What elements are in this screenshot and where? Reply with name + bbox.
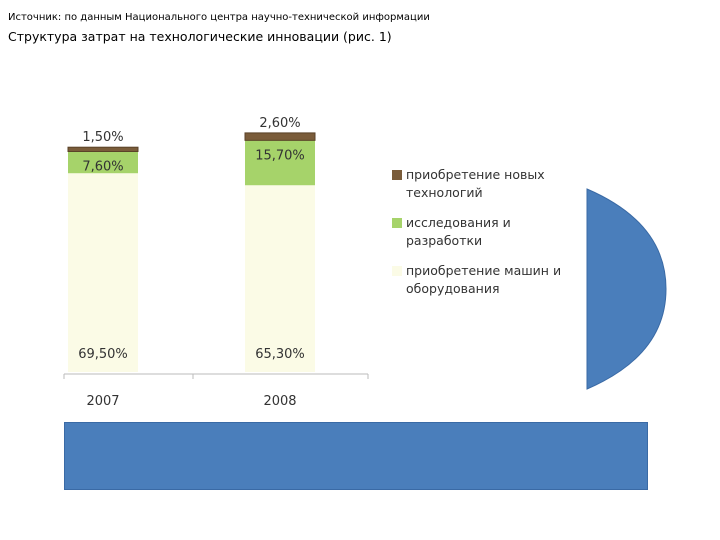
data-label-rnd: 7,60% [82, 159, 123, 174]
source-note: Источник: по данным Национального центра… [8, 12, 430, 23]
data-label-technologies: 2,60% [259, 116, 300, 131]
legend-swatch-equipment [392, 266, 402, 276]
data-label-equipment: 65,30% [255, 347, 305, 362]
legend-label-line: разработки [406, 233, 483, 248]
legend-item-technologies: приобретение новых технологий [392, 166, 582, 202]
bar-segment-technologies [67, 146, 139, 152]
legend-swatch-technologies [392, 170, 402, 180]
data-label-rnd: 15,70% [255, 148, 305, 163]
legend-label-technologies: приобретение новых технологий [406, 166, 545, 202]
legend-label-line: оборудования [406, 281, 500, 296]
x-tick-label: 2008 [263, 394, 296, 409]
data-label-technologies: 1,50% [82, 130, 123, 145]
half-circle-path [586, 188, 667, 390]
bar-segment-equipment [68, 173, 138, 372]
bar-segment-technologies [244, 132, 316, 141]
bar-segment-rnd [245, 140, 315, 186]
bar-segment-equipment [245, 185, 315, 372]
legend-label-line: приобретение машин и [406, 263, 562, 278]
data-label-equipment: 69,50% [78, 347, 128, 362]
legend-item-rnd: исследования и разработки [392, 214, 582, 250]
chart-legend: приобретение новых технологий исследован… [392, 166, 582, 310]
legend-label-equipment: приобретение машин и оборудования [406, 262, 561, 298]
legend-label-line: исследования и [406, 215, 511, 230]
legend-swatch-rnd [392, 218, 402, 228]
legend-label-rnd: исследования и разработки [406, 214, 511, 250]
legend-label-line: технологий [406, 185, 483, 200]
bar-segment-rnd [68, 151, 138, 174]
legend-item-equipment: приобретение машин и оборудования [392, 262, 582, 298]
chart-title: Структура затрат на технологические инно… [8, 29, 392, 44]
legend-label-line: приобретение новых [406, 167, 545, 182]
x-tick-label: 2007 [86, 394, 119, 409]
blue-rectangle-shape [64, 422, 648, 490]
blue-half-circle-shape [586, 188, 667, 390]
